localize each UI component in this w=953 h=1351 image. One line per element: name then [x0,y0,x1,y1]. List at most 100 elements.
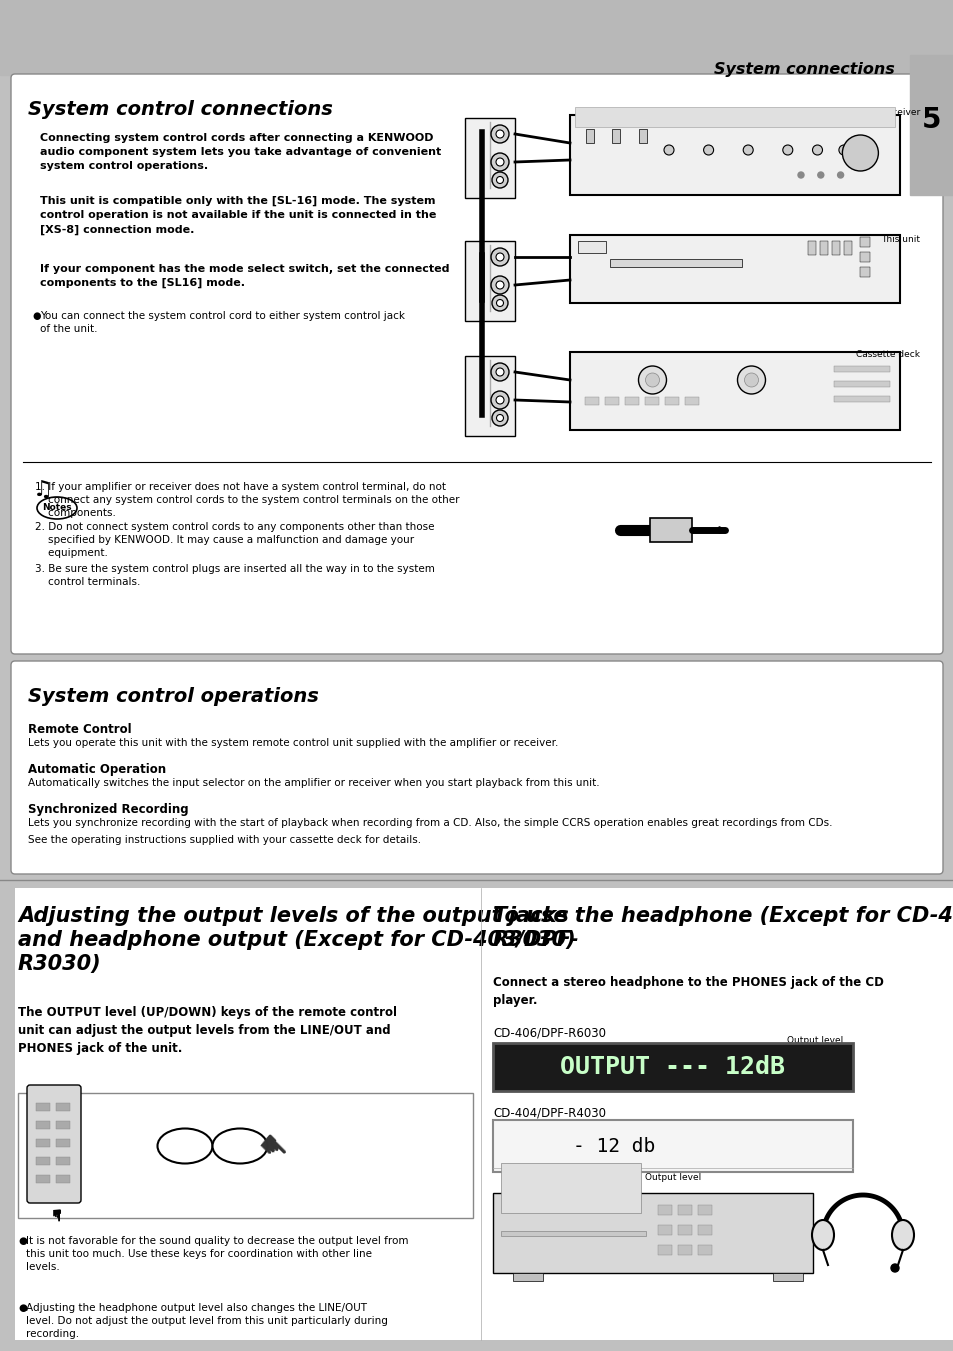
Text: System control connections: System control connections [28,100,333,119]
Circle shape [837,172,842,178]
Text: Amplifier or receiver: Amplifier or receiver [826,108,919,118]
Bar [569,115,899,195]
Circle shape [496,367,503,376]
Text: See the operating instructions supplied with your cassette deck for details.: See the operating instructions supplied … [28,835,420,844]
FancyBboxPatch shape [11,661,942,874]
Circle shape [864,145,875,155]
Bar [624,397,639,405]
Bar [500,1231,645,1236]
Bar [464,118,515,199]
Bar [569,353,899,430]
Circle shape [890,1265,898,1273]
Bar [56,1139,70,1147]
Bar [638,128,646,143]
Bar [644,397,659,405]
Circle shape [496,158,503,166]
FancyBboxPatch shape [15,888,482,1340]
Text: This unit is compatible only with the [SL-16] mode. The system
control operation: This unit is compatible only with the [S… [40,196,436,235]
Text: Connecting system control cords after connecting a KENWOOD
audio component syste: Connecting system control cords after co… [40,132,441,172]
Bar [493,1193,812,1273]
Circle shape [703,145,713,155]
Circle shape [782,145,792,155]
Text: ●: ● [18,1302,27,1313]
Text: Adjusting the headphone output level also changes the LINE/OUT
level. Do not adj: Adjusting the headphone output level als… [26,1302,388,1339]
Text: ●: ● [18,1236,27,1246]
Bar [575,107,894,127]
Text: Output level: Output level [644,1173,700,1182]
Bar [578,240,605,253]
Bar [604,397,618,405]
Bar [36,1102,50,1111]
Circle shape [496,415,503,422]
Text: ☛: ☛ [248,1128,292,1173]
Text: Lets you synchronize recording with the start of playback when recording from a : Lets you synchronize recording with the … [28,817,832,828]
Circle shape [492,295,507,311]
Bar [464,240,515,322]
Circle shape [491,390,509,409]
Circle shape [496,177,503,184]
Bar [909,55,953,195]
Text: To use the headphone (Except for CD-403/DPF-
R3030): To use the headphone (Except for CD-403/… [493,907,953,950]
Circle shape [491,249,509,266]
Bar [56,1102,70,1111]
Circle shape [491,363,509,381]
Circle shape [496,253,503,261]
Bar [684,397,699,405]
Text: 1. If your amplifier or receiver does not have a system control terminal, do not: 1. If your amplifier or receiver does no… [35,482,459,517]
Bar [772,1273,802,1281]
FancyBboxPatch shape [27,1085,81,1202]
Bar [569,235,899,303]
Bar [500,1163,640,1213]
Bar [698,1225,711,1235]
Bar [493,1120,852,1173]
Circle shape [491,126,509,143]
Circle shape [496,281,503,289]
Circle shape [645,373,659,386]
Circle shape [812,145,821,155]
Circle shape [841,135,878,172]
Bar [612,128,619,143]
Bar [833,366,889,372]
Text: Lets you operate this unit with the system remote control unit supplied with the: Lets you operate this unit with the syst… [28,738,558,748]
Bar [36,1156,50,1165]
Text: ☛: ☛ [45,1208,63,1223]
Text: - 12 db: - 12 db [573,1136,655,1155]
Circle shape [491,276,509,295]
FancyBboxPatch shape [11,74,942,654]
Text: Remote Control: Remote Control [28,723,132,736]
Bar [56,1175,70,1183]
Text: Connect a stereo headphone to the PHONES jack of the CD
player.: Connect a stereo headphone to the PHONES… [493,975,882,1006]
Text: This unit: This unit [880,235,919,245]
Text: Cassette deck: Cassette deck [855,350,919,359]
Bar [36,1121,50,1129]
Text: System control operations: System control operations [28,688,318,707]
Circle shape [817,172,823,178]
Bar [56,1156,70,1165]
Text: CD-404/DPF-R4030: CD-404/DPF-R4030 [493,1106,605,1119]
Bar [464,357,515,436]
Bar [807,240,815,255]
Bar [860,236,869,247]
Circle shape [491,153,509,172]
Text: Automatic Operation: Automatic Operation [28,763,166,775]
Bar [56,1121,70,1129]
Ellipse shape [213,1128,267,1163]
Bar [833,396,889,403]
Text: 5: 5 [922,105,941,134]
Circle shape [797,172,803,178]
Bar [18,1093,473,1219]
Bar [664,397,679,405]
Circle shape [737,366,764,394]
Bar [36,1175,50,1183]
Ellipse shape [37,497,77,519]
Text: 3. Be sure the system control plugs are inserted all the way in to the system
  : 3. Be sure the system control plugs are … [35,563,435,586]
Bar [678,1205,691,1215]
Circle shape [742,145,753,155]
Bar [658,1205,671,1215]
Bar [678,1225,691,1235]
Bar [584,397,598,405]
Text: Synchronized Recording: Synchronized Recording [28,802,189,816]
Bar [0,0,953,76]
Text: System connections: System connections [714,62,894,77]
Bar [698,1205,711,1215]
